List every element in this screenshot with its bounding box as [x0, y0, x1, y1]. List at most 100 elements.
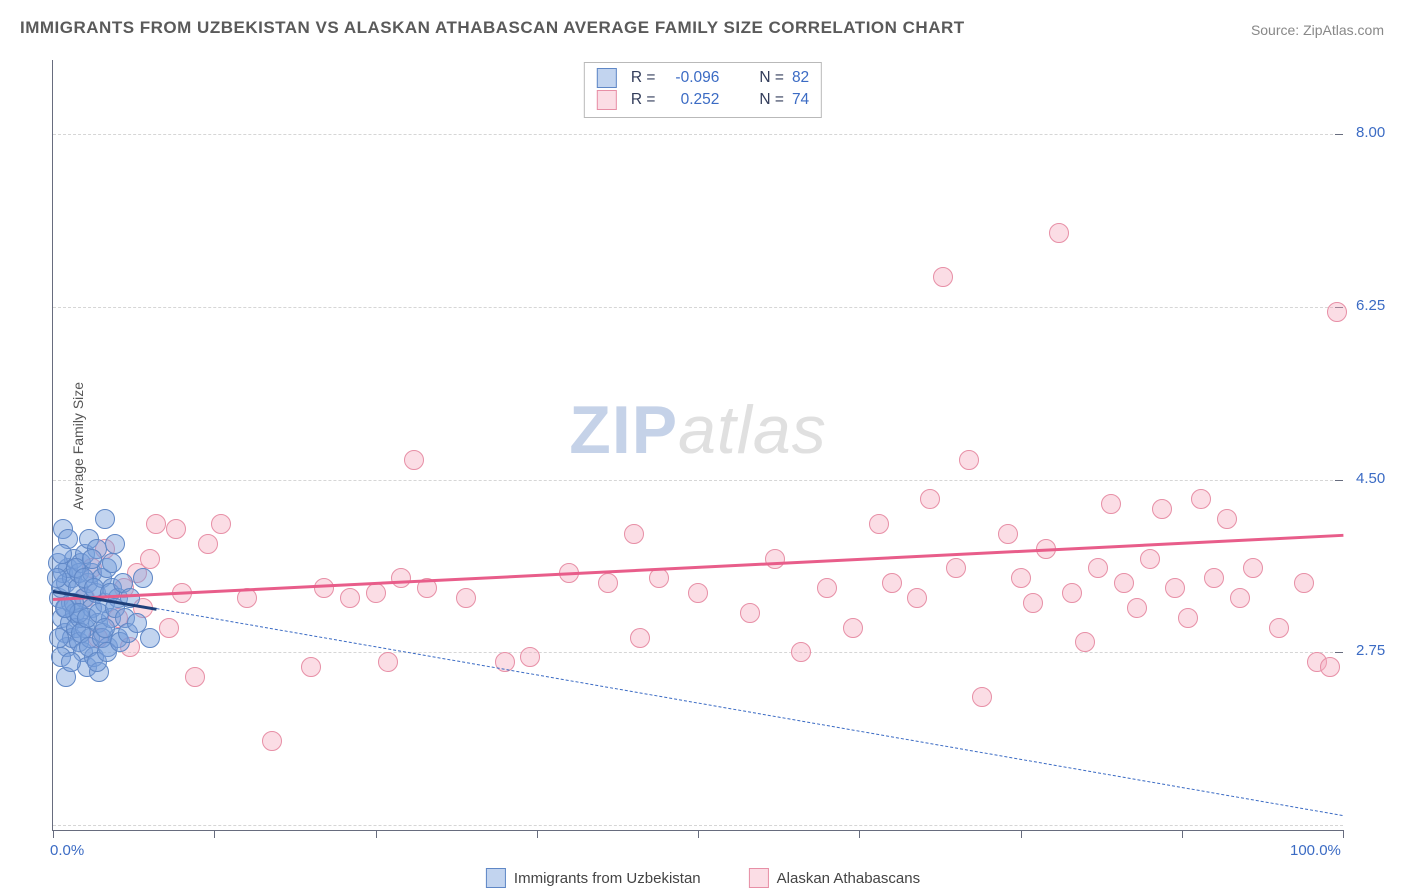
data-point-pink — [791, 642, 811, 662]
data-point-blue — [102, 553, 122, 573]
grid-line — [53, 652, 1343, 653]
data-point-pink — [166, 519, 186, 539]
y-tick-label: 2.75 — [1356, 642, 1385, 659]
stats-n-value: 82 — [792, 67, 809, 89]
data-point-pink — [972, 687, 992, 707]
data-point-pink — [1062, 583, 1082, 603]
data-point-pink — [378, 652, 398, 672]
x-tick — [53, 830, 54, 838]
data-point-pink — [882, 573, 902, 593]
data-point-pink — [907, 588, 927, 608]
data-point-pink — [1191, 489, 1211, 509]
data-point-pink — [933, 267, 953, 287]
data-point-pink — [1114, 573, 1134, 593]
legend-swatch-pink — [749, 868, 769, 888]
data-point-pink — [920, 489, 940, 509]
y-tick — [1335, 652, 1343, 653]
x-tick-label: 100.0% — [1290, 842, 1341, 859]
data-point-pink — [598, 573, 618, 593]
data-point-pink — [1023, 593, 1043, 613]
watermark-zip: ZIP — [569, 392, 678, 468]
stats-row: R =-0.096N =82 — [597, 67, 809, 89]
stats-r-value: -0.096 — [663, 67, 719, 89]
data-point-pink — [817, 578, 837, 598]
grid-line — [53, 134, 1343, 135]
data-point-pink — [185, 667, 205, 687]
data-point-pink — [1230, 588, 1250, 608]
x-tick-label: 0.0% — [50, 842, 84, 859]
data-point-blue — [52, 544, 72, 564]
stats-r-value: 0.252 — [663, 89, 719, 111]
data-point-pink — [314, 578, 334, 598]
data-point-blue — [55, 598, 75, 618]
x-tick — [537, 830, 538, 838]
data-point-blue — [49, 628, 69, 648]
data-point-pink — [340, 588, 360, 608]
data-point-pink — [1101, 494, 1121, 514]
data-point-pink — [624, 524, 644, 544]
data-point-pink — [740, 603, 760, 623]
data-point-pink — [1269, 618, 1289, 638]
stats-n-label: N = — [759, 89, 784, 111]
data-point-pink — [1204, 568, 1224, 588]
data-point-pink — [1327, 302, 1347, 322]
watermark-atlas: atlas — [678, 392, 827, 468]
stats-legend-box: R =-0.096N =82R =0.252N =74 — [584, 62, 822, 118]
stats-n-label: N = — [759, 67, 784, 89]
x-tick — [376, 830, 377, 838]
data-point-pink — [1178, 608, 1198, 628]
legend-label-blue: Immigrants from Uzbekistan — [514, 870, 701, 887]
data-point-pink — [869, 514, 889, 534]
y-tick-label: 6.25 — [1356, 297, 1385, 314]
data-point-pink — [198, 534, 218, 554]
data-point-pink — [262, 731, 282, 751]
data-point-pink — [998, 524, 1018, 544]
y-tick — [1335, 480, 1343, 481]
data-point-blue — [140, 628, 160, 648]
data-point-pink — [946, 558, 966, 578]
legend-swatch-blue — [486, 868, 506, 888]
legend-item-blue: Immigrants from Uzbekistan — [486, 868, 701, 888]
data-point-pink — [456, 588, 476, 608]
data-point-blue — [47, 568, 67, 588]
y-tick-label: 8.00 — [1356, 124, 1385, 141]
grid-line — [53, 307, 1343, 308]
x-tick — [1343, 830, 1344, 838]
data-point-blue — [95, 618, 115, 638]
data-point-pink — [1243, 558, 1263, 578]
data-point-pink — [404, 450, 424, 470]
watermark: ZIPatlas — [569, 391, 826, 469]
data-point-blue — [105, 534, 125, 554]
bottom-legend: Immigrants from Uzbekistan Alaskan Athab… — [486, 868, 920, 888]
data-point-pink — [211, 514, 231, 534]
data-point-pink — [391, 568, 411, 588]
scatter-plot-area: ZIPatlas — [52, 60, 1343, 831]
data-point-blue — [82, 549, 102, 569]
data-point-pink — [1049, 223, 1069, 243]
data-point-pink — [159, 618, 179, 638]
data-point-pink — [146, 514, 166, 534]
data-point-pink — [843, 618, 863, 638]
data-point-pink — [520, 647, 540, 667]
x-tick — [698, 830, 699, 838]
y-tick-label: 4.50 — [1356, 470, 1385, 487]
data-point-pink — [959, 450, 979, 470]
data-point-blue — [61, 652, 81, 672]
data-point-pink — [366, 583, 386, 603]
data-point-pink — [1011, 568, 1031, 588]
data-point-blue — [95, 509, 115, 529]
y-tick — [1335, 134, 1343, 135]
stats-n-value: 74 — [792, 89, 809, 111]
stats-row: R =0.252N =74 — [597, 89, 809, 111]
x-tick — [1182, 830, 1183, 838]
data-point-pink — [1217, 509, 1237, 529]
source-label: Source: ZipAtlas.com — [1251, 22, 1384, 38]
data-point-pink — [140, 549, 160, 569]
data-point-pink — [688, 583, 708, 603]
x-tick — [859, 830, 860, 838]
data-point-blue — [133, 568, 153, 588]
x-tick — [1021, 830, 1022, 838]
x-tick — [214, 830, 215, 838]
data-point-pink — [1294, 573, 1314, 593]
grid-line — [53, 825, 1343, 826]
